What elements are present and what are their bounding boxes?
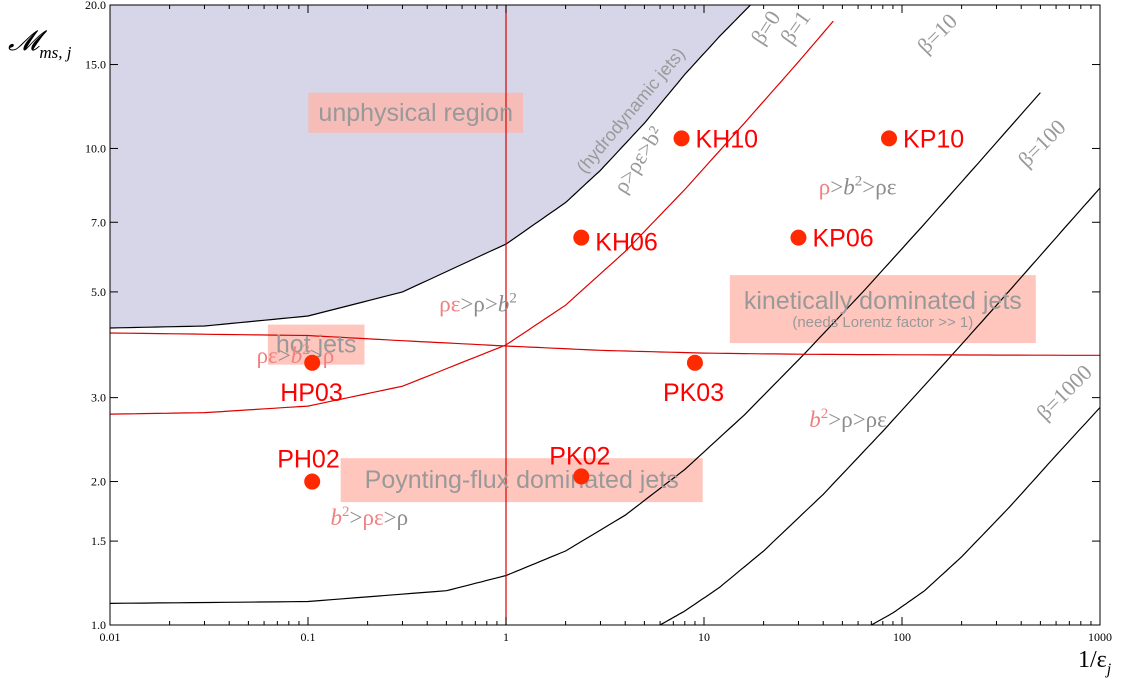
inequality-part: 2: [821, 406, 829, 422]
point-label-kh06: KH06: [595, 229, 658, 257]
curve-1: [110, 20, 834, 415]
rotated-label-100: β=100: [1013, 114, 1071, 172]
inequality-part: ρ: [819, 175, 830, 200]
inequality-part: 2: [509, 290, 517, 306]
inequality-part: b: [498, 291, 510, 316]
x-axis-symbol: 1/ε: [1078, 647, 1107, 673]
inequality-part: >: [830, 175, 843, 200]
inequality-part: ρε: [875, 175, 896, 200]
curve-: [110, 332, 1100, 356]
label-box: [729, 275, 1036, 344]
y-tick-label: 15.0: [85, 58, 106, 72]
rotated-label-10: β=10: [912, 8, 962, 58]
curve-1000: [871, 407, 1100, 625]
label-boxes: [267, 92, 1036, 503]
point-label-pk02: PK02: [549, 442, 610, 470]
inequality-part: b: [291, 343, 303, 368]
point-label-kp10: KP10: [903, 125, 964, 153]
point-label-hp03: HP03: [280, 379, 343, 407]
point-hp03: [304, 354, 321, 371]
inequality-label: b2>ρε>ρ: [331, 504, 409, 530]
label-unphysical-region: unphysical region: [318, 99, 513, 127]
inequality-part: >: [485, 291, 498, 316]
x-tick-label: 1: [503, 630, 509, 644]
inequality-part: >: [828, 407, 841, 432]
inequality-part: ρ: [323, 343, 334, 368]
y-tick-label: 5.0: [91, 285, 106, 299]
inequality-part: >: [460, 291, 473, 316]
inequality-part: >: [384, 505, 397, 530]
axis-titles: 𝓜ms, j 1/εj: [8, 26, 1112, 678]
y-tick-label: 1.5: [91, 534, 106, 548]
label-kinetically-dominated-jets: kinetically dominated jets: [744, 287, 1022, 315]
inequality-part: 2: [342, 504, 350, 520]
y-axis-title: 𝓜ms, j: [8, 26, 72, 62]
point-kh10: [673, 130, 690, 147]
inequality-label: ρε>ρ>b2: [439, 290, 517, 316]
unphysical-region: [110, 5, 783, 328]
point-label-ph02: PH02: [277, 446, 340, 474]
axis-ticks: 0.01 0.1 1 10 100 1000 1.0 1.5 2.0 3.0 5.0 7.0 10.0 1…: [85, 0, 1112, 644]
point-kp06: [790, 229, 807, 246]
point-kh06: [573, 229, 590, 246]
y-tick-label: 7.0: [91, 215, 106, 229]
y-tick-label: 3.0: [91, 391, 106, 405]
x-tick-label: 1000: [1088, 630, 1112, 644]
inequality-part: ρε: [439, 291, 460, 316]
label-hot-jets: hot jets: [276, 331, 357, 359]
y-tick-label: 10.0: [85, 141, 106, 155]
x-tick-label: 100: [893, 630, 911, 644]
rotated-label-1000: β=1000: [1031, 360, 1096, 425]
inequality-part: >: [278, 343, 291, 368]
x-tick-label: 0.1: [301, 630, 316, 644]
inequality-part: ρ: [473, 291, 484, 316]
point-ph02: [304, 473, 321, 490]
inequality-part: 2: [302, 342, 310, 358]
y-axis-subscript: ms, j: [39, 43, 71, 62]
inequality-part: ρε: [257, 343, 278, 368]
inequality-part: b: [331, 505, 343, 530]
label-needs-lorentz-factor-1: (needs Lorentz factor >> 1): [792, 314, 973, 331]
inequality-part: >: [862, 175, 875, 200]
curves: [110, 5, 1100, 625]
inequality-part: b: [843, 175, 855, 200]
inequality-part: ρ: [841, 407, 852, 432]
x-tick-label: 10: [698, 630, 710, 644]
rotated-label-1: β=1: [775, 6, 815, 49]
y-tick-label: 2.0: [91, 475, 106, 489]
label-box: [340, 458, 703, 503]
x-axis-subscript: j: [1105, 661, 1112, 678]
inequality-part: ρ: [397, 505, 408, 530]
inequality-label: ρε>b2>ρ: [257, 342, 335, 368]
y-tick-label: 20.0: [85, 0, 106, 12]
x-axis-title: 1/εj: [1078, 647, 1112, 678]
curve-0: [110, 5, 752, 329]
curve-10: [110, 92, 1041, 604]
inequality-part: >: [853, 407, 866, 432]
inequality-part: >: [350, 505, 363, 530]
plot-frame: [109, 4, 1101, 626]
label-box: [308, 92, 524, 133]
point-label-kp06: KP06: [812, 225, 873, 253]
x-tick-label: 0.01: [100, 630, 121, 644]
label-poynting-flux-dominated-jets: Poynting-flux dominated jets: [365, 466, 679, 494]
data-points: KH10 KP10 KH06 KP06 HP03 PK03 PH02 PK02: [277, 125, 964, 490]
curve-100: [659, 187, 1100, 625]
inequality-part: ρε: [363, 505, 384, 530]
inequality-part: 2: [855, 174, 863, 190]
inequality-part: ρε: [866, 407, 887, 432]
inequality-label: ρ>b2>ρε: [819, 174, 897, 200]
y-tick-label: 1.0: [91, 618, 106, 632]
inequality-label: b2>ρ>ρε: [809, 406, 887, 432]
inequality-part: b: [809, 407, 821, 432]
point-kp10: [881, 130, 898, 147]
point-pk02: [573, 468, 590, 485]
point-pk03: [686, 354, 703, 371]
point-label-pk03: PK03: [663, 379, 724, 407]
point-label-kh10: KH10: [696, 125, 759, 153]
